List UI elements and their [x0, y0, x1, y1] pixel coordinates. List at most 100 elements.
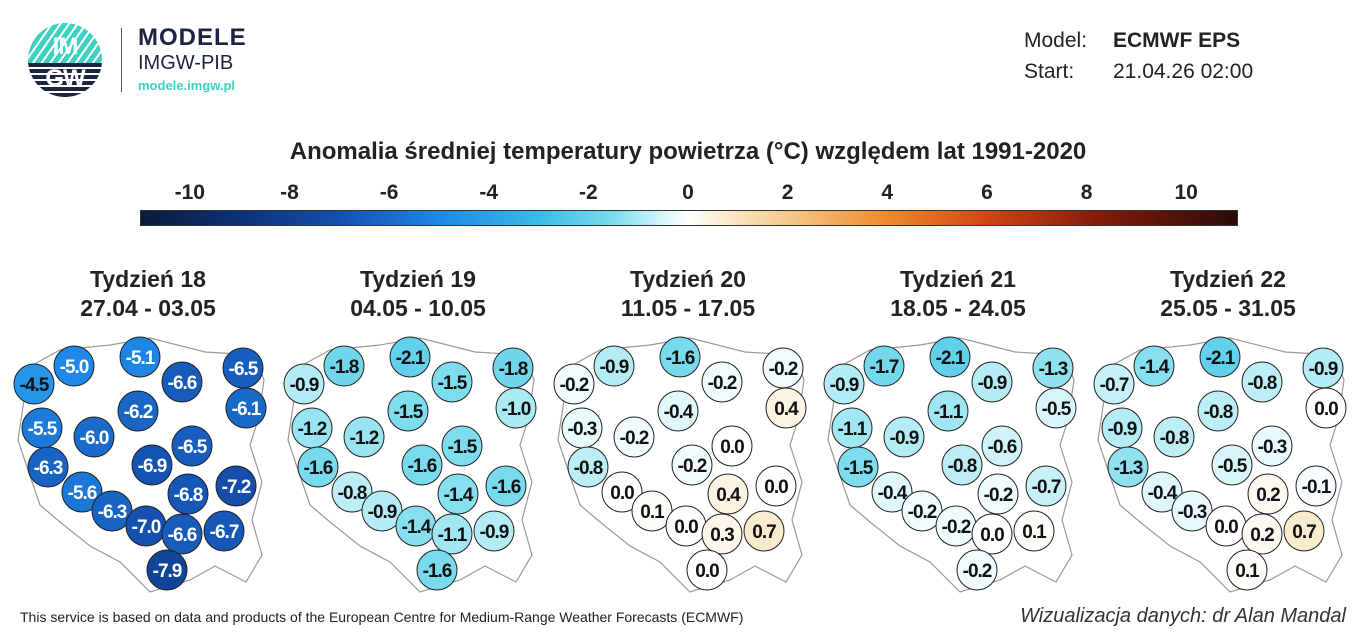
logo-letters-top: IM [52, 33, 79, 60]
station-value-label: -1.8 [330, 357, 359, 378]
station-value-label: -0.7 [1100, 375, 1129, 396]
poland-map: -0.7-1.4 -2.1-0.8-0.90.0-0.8-0.9 -0.8 -0.3-… [1093, 336, 1347, 593]
station-value-label: -0.2 [769, 359, 798, 380]
poland-map: -0.9 -1.7 -2.1 -0.9 -1.3 -0.5 -1.1 -1.1 -0.9 -0.6… [823, 336, 1077, 593]
brand-url[interactable]: modele.imgw.pl [138, 78, 236, 93]
station-marker [1241, 513, 1283, 555]
station-marker [871, 471, 913, 513]
station-marker [61, 471, 103, 513]
station-value-label: -0.2 [984, 485, 1013, 506]
station-marker [1141, 471, 1183, 513]
start-label: Start: [1024, 60, 1075, 83]
station-value-label: -0.9 [600, 357, 629, 378]
station-value-label: 0.4 [716, 485, 741, 506]
station-value-label: -0.8 [1160, 428, 1189, 449]
station-marker [1199, 336, 1241, 378]
imgw-logo: IM GW [28, 23, 102, 97]
station-value-label: 0.2 [1250, 525, 1274, 546]
station-value-label: -0.5 [1218, 456, 1248, 477]
station-value-label: -2.1 [396, 348, 426, 369]
station-marker [601, 471, 643, 513]
station-marker [431, 361, 473, 403]
station-value-label: -6.5 [178, 437, 208, 458]
station-value-label: -0.3 [1178, 502, 1207, 523]
station-marker [593, 345, 635, 387]
station-marker [167, 473, 209, 515]
station-value-label: -0.2 [963, 561, 992, 582]
station-marker [387, 390, 429, 432]
brand-org: IMGW-PIB [138, 52, 234, 74]
station-marker [117, 390, 159, 432]
station-value-label: -0.8 [1248, 373, 1277, 394]
station-value-label: -2.1 [936, 348, 966, 369]
station-value-label: 0.3 [710, 525, 734, 546]
colorbar [140, 210, 1238, 226]
station-marker [215, 465, 257, 507]
station-value-label: -0.8 [574, 458, 603, 479]
station-value-label: -0.8 [338, 483, 367, 504]
station-marker [203, 510, 245, 552]
station-marker [671, 444, 713, 486]
station-value-label: -0.2 [908, 502, 937, 523]
brand-title: MODELE [138, 24, 247, 51]
model-label: Model: [1024, 29, 1088, 52]
station-value-label: -0.8 [948, 456, 977, 477]
station-marker [1305, 387, 1347, 429]
colorbar-tick-label: 0 [682, 181, 694, 204]
station-value-label: -0.4 [664, 402, 694, 423]
station-value-label: -0.9 [1108, 419, 1137, 440]
station-value-label: 0.1 [640, 502, 665, 523]
station-value-label: -0.2 [560, 375, 589, 396]
station-marker [13, 363, 55, 405]
station-value-label: -0.9 [890, 428, 919, 449]
station-value-label: -0.9 [480, 522, 509, 543]
station-marker [863, 345, 905, 387]
station-value-label: -1.4 [1140, 357, 1170, 378]
model-value: ECMWF EPS [1113, 29, 1241, 52]
station-marker [283, 363, 325, 405]
station-value-label: -4.5 [20, 375, 50, 396]
station-marker [956, 549, 998, 591]
station-value-label: -0.5 [1042, 399, 1072, 420]
station-value-label: -5.1 [126, 348, 156, 369]
station-value-label: -0.3 [1258, 437, 1287, 458]
station-value-label: -5.5 [28, 419, 58, 440]
station-value-label: -6.9 [138, 456, 167, 477]
station-marker [929, 336, 971, 378]
station-value-label: -0.9 [290, 375, 319, 396]
station-value-label: -6.1 [232, 399, 262, 420]
map-week-label: Tydzień 22 [1170, 266, 1286, 292]
station-value-label: -6.3 [98, 502, 127, 523]
station-value-label: -6.2 [124, 402, 153, 423]
station-marker [1093, 363, 1135, 405]
map-dates-label: 27.04 - 03.05 [80, 295, 216, 321]
station-marker [701, 361, 743, 403]
station-value-label: -1.3 [1114, 458, 1143, 479]
station-value-label: -0.9 [978, 373, 1007, 394]
station-value-label: -0.9 [830, 375, 859, 396]
station-marker [631, 490, 673, 532]
station-marker [553, 363, 595, 405]
station-marker [1171, 490, 1213, 532]
station-value-label: -1.6 [408, 456, 437, 477]
map-dates-label: 25.05 - 31.05 [1160, 295, 1296, 321]
poland-map: -0.2 -0.9 -1.6 -0.2 -0.2 0.4 -0.4 -0.3 -0.2 0.0 -0… [553, 336, 807, 593]
station-marker [401, 444, 443, 486]
station-marker [1295, 465, 1337, 507]
logo-divider [121, 28, 122, 92]
station-marker [711, 425, 753, 467]
station-marker [1035, 387, 1077, 429]
station-marker [73, 416, 115, 458]
station-value-label: -0.4 [878, 483, 908, 504]
station-marker [437, 473, 479, 515]
station-marker [765, 387, 807, 429]
station-value-label: 0.0 [980, 525, 1004, 546]
colorbar-tick-label: -8 [280, 181, 299, 204]
colorbar-tick-label: -6 [379, 181, 399, 204]
station-value-label: -1.5 [394, 402, 424, 423]
station-value-label: 0.7 [752, 522, 776, 543]
station-marker [686, 549, 728, 591]
station-marker [1251, 425, 1293, 467]
station-value-label: -0.8 [1204, 402, 1233, 423]
